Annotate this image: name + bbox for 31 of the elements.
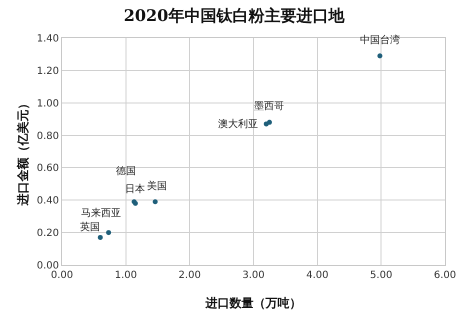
y-tick-label: 0.60 bbox=[36, 163, 59, 174]
annotation: 中国台湾 bbox=[360, 34, 400, 46]
point bbox=[264, 121, 269, 126]
point bbox=[98, 234, 103, 240]
y-tick-label: 0.20 bbox=[36, 228, 59, 240]
point bbox=[152, 199, 158, 204]
x-tick-label: 4.00 bbox=[306, 270, 328, 281]
y-tick-label: 0.80 bbox=[36, 130, 59, 142]
y-tick-label: 0.40 bbox=[36, 196, 59, 207]
annotation: 美国 bbox=[147, 180, 167, 192]
point bbox=[106, 230, 112, 236]
y-tick-label: 0.00 bbox=[36, 260, 59, 272]
x-tick-label: 6.00 bbox=[434, 270, 456, 281]
x-tick-label: 2.00 bbox=[178, 270, 201, 281]
chart-title: 2020年中国钛白粉主要进口地 bbox=[124, 6, 346, 25]
y-axis-title: 进口金额（亿美元） bbox=[16, 98, 30, 206]
annotation: 墨西哥 bbox=[254, 101, 284, 112]
x-tick-label: 3.00 bbox=[242, 270, 265, 281]
y-tick-label: 1.20 bbox=[36, 66, 59, 77]
y-tick-label: 1.40 bbox=[36, 34, 59, 44]
x-tick-label: 0.00 bbox=[50, 270, 74, 281]
x-axis-title: 进口数量（万吨） bbox=[204, 296, 302, 310]
annotation: 英国 bbox=[80, 221, 100, 233]
annotation: 德国 bbox=[116, 166, 136, 177]
annotation: 马来西亚 bbox=[81, 207, 121, 219]
annotation: 澳大利亚 bbox=[218, 118, 258, 130]
annotation: 日本 bbox=[125, 183, 145, 195]
x-tick-label: 5.00 bbox=[370, 270, 392, 281]
point bbox=[377, 53, 382, 58]
y-tick-label: 1.00 bbox=[36, 98, 59, 110]
x-tick-label: 1.00 bbox=[114, 270, 137, 281]
